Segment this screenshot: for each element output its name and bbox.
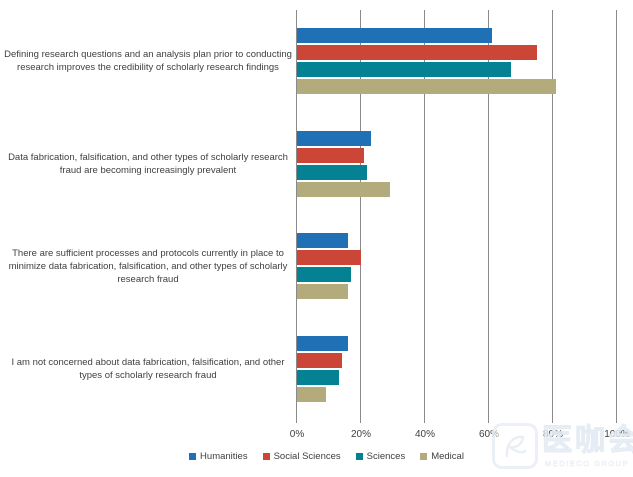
category-label-4: I am not concerned about data fabricatio…: [11, 356, 285, 381]
legend-swatch-icon: [420, 453, 428, 460]
bar-humanities-cat3: [297, 233, 349, 248]
gridline-40: [424, 10, 425, 423]
bar-humanities-cat1: [297, 28, 493, 43]
legend-item-sciences: Sciences: [355, 451, 406, 462]
gridline-100: [616, 10, 617, 423]
category-label-2: Data fabrication, falsification, and oth…: [8, 151, 288, 176]
category-label-3: There are sufficient processes and proto…: [8, 247, 288, 285]
x-tick-label-20: 20%: [350, 429, 371, 440]
bar-social-sciences-cat4: [297, 352, 342, 368]
category-label-1: Defining research questions and an analy…: [4, 49, 292, 73]
bar-sciences-cat2: [297, 164, 368, 180]
legend-label: Medical: [431, 451, 464, 462]
x-tick-label-100: 100%: [604, 429, 630, 440]
legend-item-humanities: Humanities: [189, 451, 248, 462]
x-tick-label-60: 60%: [478, 429, 499, 440]
bar-social-sciences-cat2: [297, 147, 365, 163]
legend-label: Sciences: [366, 451, 406, 462]
legend-label: Social Sciences: [273, 451, 341, 462]
bar-group-2: [297, 113, 617, 215]
x-tick-label-0: 0%: [289, 429, 305, 440]
bar-social-sciences-cat3: [297, 250, 361, 265]
bar-humanities-cat2: [297, 130, 371, 146]
legend-swatch-icon: [189, 453, 197, 460]
bar-group-1: [297, 10, 617, 112]
bar-medical-cat1: [297, 79, 557, 94]
gridline-20: [360, 10, 361, 423]
bar-social-sciences-cat1: [297, 45, 537, 60]
legend-label: Humanities: [200, 451, 248, 462]
bar-medical-cat3: [297, 284, 349, 299]
legend-swatch-icon: [355, 453, 363, 460]
bar-sciences-cat3: [297, 267, 352, 282]
legend-item-medical: Medical: [420, 451, 464, 462]
legend-swatch-icon: [262, 453, 270, 460]
gridline-0: [296, 10, 297, 423]
gridline-80: [552, 10, 553, 423]
bar-group-3: [297, 215, 617, 317]
legend: Humanities Social Sciences Sciences Medical: [10, 451, 633, 462]
bar-sciences-cat4: [297, 369, 339, 385]
x-tick-label-40: 40%: [414, 429, 435, 440]
bar-group-4: [297, 318, 617, 420]
x-tick-label-80: 80%: [542, 429, 563, 440]
gridline-60: [488, 10, 489, 423]
bar-medical-cat4: [297, 386, 326, 402]
bar-humanities-cat4: [297, 335, 349, 351]
bar-medical-cat2: [297, 181, 390, 197]
legend-item-social-sciences: Social Sciences: [262, 451, 341, 462]
bar-sciences-cat1: [297, 62, 512, 77]
